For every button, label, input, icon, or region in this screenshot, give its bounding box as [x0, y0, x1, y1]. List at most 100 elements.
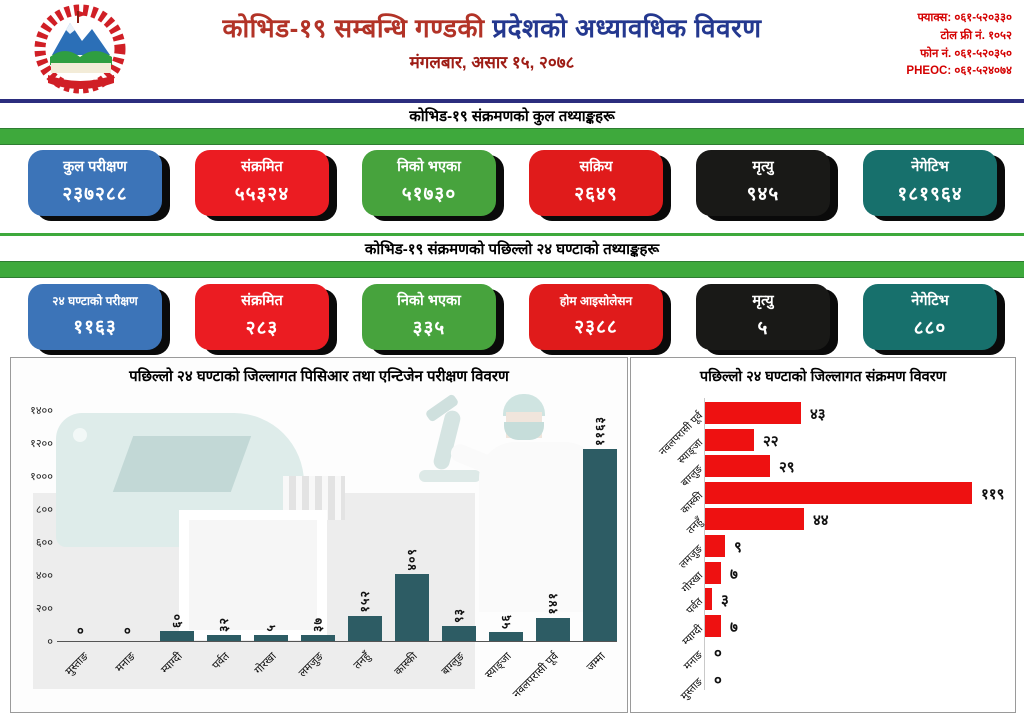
page-title-part1: कोभिड-१९ सम्बन्धि गण्डकी — [222, 13, 485, 43]
stat-card-label-recovered-24h: निको भएका — [397, 293, 461, 310]
stat-card-value-deaths: ९४५ — [746, 183, 780, 205]
bar-value-manang: ० — [714, 645, 722, 662]
stat-card-negative: नेगेटिभ १८१९६४ — [863, 150, 997, 216]
bar-lamjung — [705, 535, 725, 557]
contact-info: फ्याक्स: ०६१-५२०३३० टोल फ्री नं. १०५२ फोन … — [906, 10, 1012, 81]
bar-value-baglung: ९३ — [452, 607, 466, 623]
y-tick-200: २०० — [35, 603, 53, 615]
bar-value-gorkha: ५ — [264, 624, 278, 632]
green-bar-1 — [0, 128, 1024, 145]
stat-card-total-tests: कुल परीक्षण २३७२८८ — [28, 150, 162, 216]
stat-card-value-total-tests: २३७२८८ — [62, 183, 128, 205]
infections-chart-plot: ४३ नवलपरासी पूर्व २२ स्याङ्जा २९ बाग्लुङ ११९ का… — [631, 358, 1015, 712]
y-tick-600: ६०० — [35, 537, 53, 549]
stat-card-tests-24h: २४ घण्टाको परीक्षण ११६३ — [28, 284, 162, 350]
y-tick-1400: १४०० — [30, 405, 53, 417]
stat-card-value-active: २६४९ — [574, 183, 618, 205]
bar-value-myagdi: ६० — [170, 612, 184, 628]
bar-value-total: ११६३ — [593, 415, 607, 446]
bar-gorkha — [705, 562, 721, 584]
x-axis-line — [57, 641, 617, 642]
bar-tanahun — [348, 616, 382, 641]
y-tick-1000: १००० — [30, 471, 53, 483]
tests-chart-panel: पछिल्लो २४ घण्टाको जिल्लागत पिसिआर तथा ए… — [10, 357, 628, 713]
table-illustration — [179, 510, 327, 640]
stat-card-label-infected: संक्रमित — [241, 159, 283, 176]
bar-value-manang: ० — [124, 623, 131, 638]
stat-card-recovered-24h: निको भएका ३३५ — [362, 284, 496, 350]
bar-myagdi — [705, 615, 721, 637]
stat-card-label-active: सक्रिय — [579, 159, 613, 176]
bar-value-syangja: ५६ — [499, 613, 513, 629]
stat-card-label-infected-24h: संक्रमित — [241, 293, 283, 310]
bar-tanahun — [705, 508, 804, 530]
bar-lamjung — [301, 635, 335, 641]
y-tick-0: ० — [47, 636, 53, 648]
stat-cards-row-2: २४ घण्टाको परीक्षण ११६३ संक्रमित २८३ निको भए… — [28, 284, 997, 350]
bar-syangja — [489, 632, 523, 641]
bar-myagdi — [160, 631, 194, 641]
bar-value-nawalparasi-east: १४१ — [546, 592, 560, 615]
bar-value-parbat: ३२ — [217, 616, 231, 632]
bar-baglung — [442, 626, 476, 641]
stat-card-active: सक्रिय २६४९ — [529, 150, 663, 216]
bar-value-mustang: ० — [77, 623, 84, 638]
stat-card-deaths: मृत्यु ९४५ — [696, 150, 830, 216]
header-divider — [0, 99, 1024, 103]
stat-card-infected-24h: संक्रमित २८३ — [195, 284, 329, 350]
stat-card-label-home-isolation: होम आइसोलेसन — [559, 294, 633, 309]
bar-value-mustang: ० — [714, 672, 722, 689]
stat-card-value-negative-24h: ८८० — [913, 317, 947, 339]
microscope-base-illustration — [419, 470, 481, 482]
y-axis-line — [704, 398, 705, 690]
stat-card-value-negative: १८१९६४ — [897, 183, 963, 205]
bar-value-tanahun: ४४ — [813, 512, 829, 529]
bar-kaski — [395, 574, 429, 641]
y-tick-400: ४०० — [35, 570, 53, 582]
contact-line-1: फ्याक्स: ०६१-५२०३३० — [917, 12, 1012, 24]
bar-total — [583, 449, 617, 641]
stat-card-value-recovered: ५१७३० — [401, 183, 457, 205]
bar-nawalparasi-east — [536, 618, 570, 641]
stat-card-value-deaths-24h: ५ — [757, 317, 769, 339]
bar-value-baglung: २९ — [779, 459, 795, 476]
page-title-part2: प्रदेशको अध्यावधिक विवरण — [492, 13, 762, 43]
stat-card-home-isolation: होम आइसोलेसन २३८८ — [529, 284, 663, 350]
stat-card-label-deaths-24h: मृत्यु — [752, 293, 774, 310]
bar-kaski — [705, 482, 972, 504]
stat-card-label-negative-24h: नेगेटिभ — [911, 293, 949, 310]
bar-nawalparasi-east — [705, 402, 801, 424]
infections-chart-title: पछिल्लो २४ घण्टाको जिल्लागत संक्रमण विवर… — [699, 369, 947, 385]
stat-card-value-tests-24h: ११६३ — [73, 316, 117, 338]
stat-card-value-recovered-24h: ३३५ — [412, 317, 446, 339]
y-tick-800: ८०० — [35, 504, 53, 516]
tests-chart-plot: ० २०० ४०० ६०० ८०० १००० १२०० १४०० ० मुस्ताङ ० मनाङ ६०… — [11, 358, 627, 712]
last24-stats-banner: कोभिड-१९ संक्रमणको पछिल्लो २४ घण्टाको तथ… — [364, 241, 660, 258]
scientist-cap-illustration — [503, 394, 545, 416]
stat-cards-row-1: कुल परीक्षण २३७२८८ संक्रमित ५५३२४ निको भएका ५… — [28, 150, 997, 216]
stat-card-label-tests-24h: २४ घण्टाको परीक्षण — [52, 294, 138, 309]
bar-baglung — [705, 455, 770, 477]
bar-value-parbat: ३ — [721, 592, 729, 609]
scientist-mask-illustration — [504, 422, 544, 440]
bar-value-lamjung: ३७ — [311, 616, 325, 632]
stat-card-value-infected: ५५३२४ — [234, 183, 290, 205]
green-bar-2 — [0, 261, 1024, 278]
bar-value-gorkha: ७ — [730, 566, 738, 583]
contact-line-3: फोन नं. ०६१-५२०३५० — [920, 47, 1012, 60]
contact-line-4: PHEOC: ०६१-५२४०७४ — [906, 65, 1012, 78]
stat-card-label-negative: नेगेटिभ — [911, 159, 949, 176]
green-line-2 — [0, 233, 1024, 236]
bar-syangja — [705, 429, 754, 451]
stat-card-label-total-tests: कुल परीक्षण — [63, 159, 127, 176]
stat-card-label-deaths: मृत्यु — [752, 159, 774, 176]
bar-parbat — [207, 635, 241, 641]
bar-value-kaski: ११९ — [981, 486, 1005, 503]
stat-card-value-home-isolation: २३८८ — [574, 316, 618, 338]
bar-value-myagdi: ७ — [730, 619, 738, 636]
emblem-graphic — [34, 4, 126, 94]
header: कोभिड-१९ सम्बन्धि गण्डकी प्रदेशको अध्याव… — [140, 13, 844, 73]
page-title: कोभिड-१९ सम्बन्धि गण्डकी प्रदेशको अध्याव… — [140, 13, 844, 44]
pcr-machine-light — [73, 428, 87, 442]
